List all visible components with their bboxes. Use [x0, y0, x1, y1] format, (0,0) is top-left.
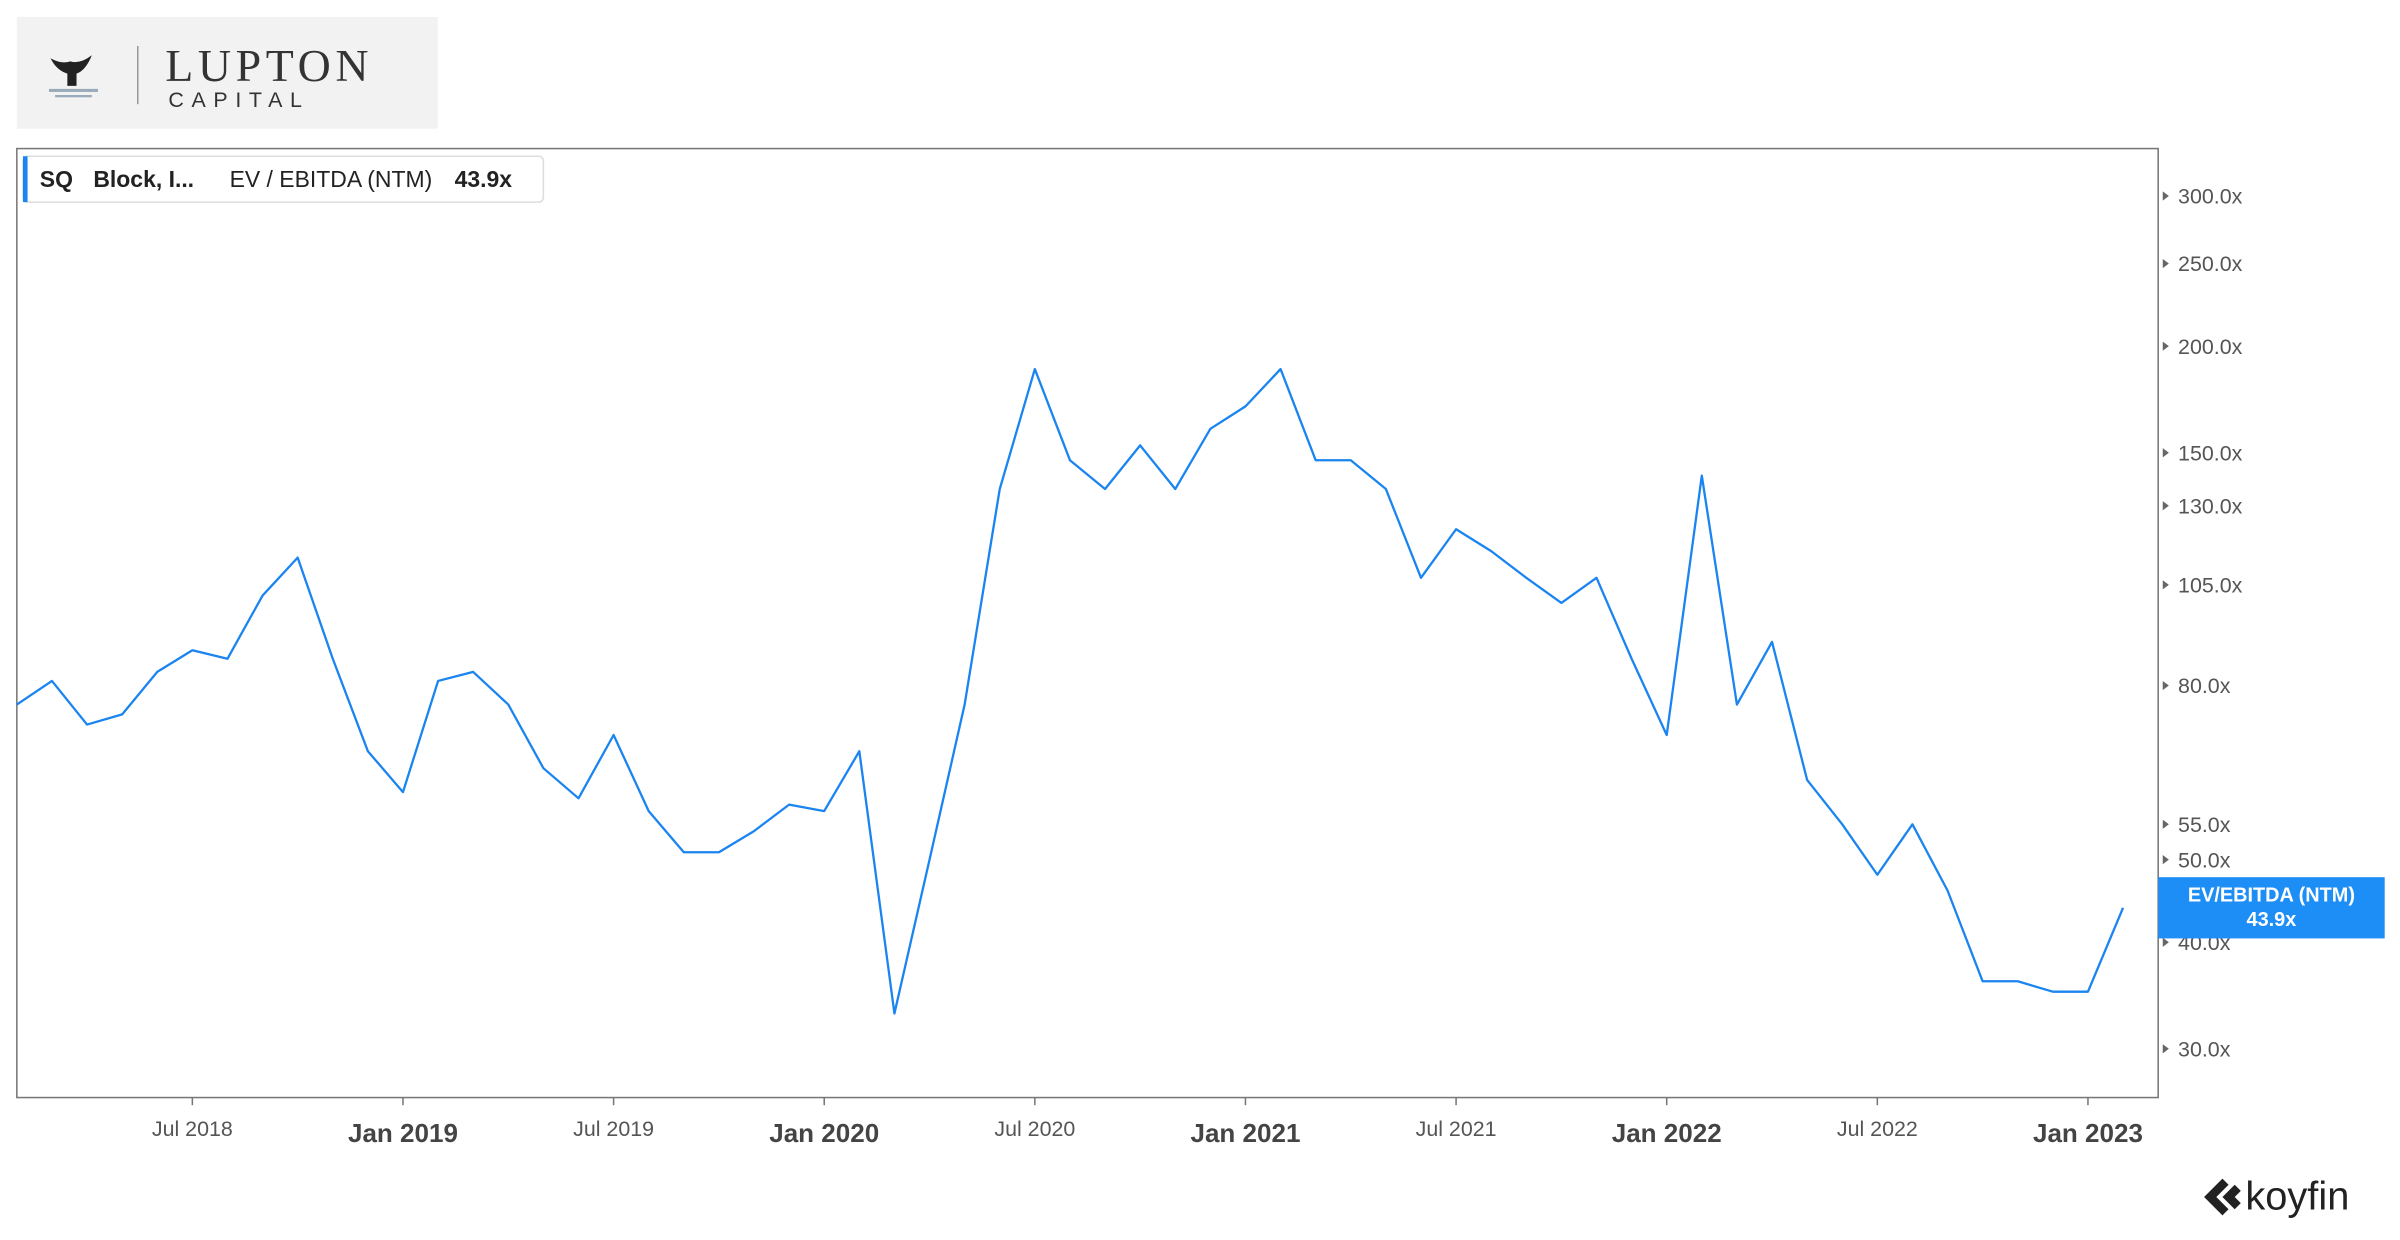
legend-box [22, 155, 545, 203]
x-tick-label: Jul 2021 [1416, 1117, 1497, 1141]
y-tick [2162, 191, 2169, 201]
plot-frame [16, 147, 2159, 1099]
y-tick [2162, 819, 2169, 829]
y-tick [2162, 341, 2169, 351]
x-tick-label: Jan 2019 [348, 1118, 458, 1148]
y-tick [2162, 501, 2169, 511]
y-tick-label: 50.0x [2178, 848, 2231, 872]
x-tick-label: Jul 2019 [573, 1117, 654, 1141]
x-tick-label: Jul 2022 [1837, 1117, 1918, 1141]
legend-value: 43.9x [455, 166, 513, 192]
last-value-tag-value: 43.9x [2247, 909, 2297, 931]
y-tick-label: 250.0x [2178, 252, 2243, 276]
brand: koyfin [2204, 1174, 2349, 1218]
y-tick-label: 200.0x [2178, 335, 2243, 359]
legend-company: Block, I... [93, 166, 194, 192]
brand-icon [2204, 1178, 2241, 1216]
y-tick [2162, 937, 2169, 947]
y-tick-label: 30.0x [2178, 1037, 2231, 1061]
last-value-tag-title: EV/EBITDA (NTM) [2188, 885, 2355, 907]
y-tick-label: 55.0x [2178, 813, 2231, 837]
logo-sub: CAPITAL [168, 88, 309, 112]
y-tick [2162, 1044, 2169, 1054]
y-tick-label: 105.0x [2178, 573, 2243, 597]
logo-box [16, 16, 438, 129]
x-tick-label: Jan 2020 [769, 1118, 879, 1148]
x-tick-label: Jan 2022 [1612, 1118, 1722, 1148]
x-tick-label: Jul 2018 [152, 1117, 233, 1141]
y-tick-label: 80.0x [2178, 674, 2231, 698]
x-tick-label: Jul 2020 [994, 1117, 1075, 1141]
logo-icon [48, 55, 98, 98]
legend-ticker: SQ [40, 166, 73, 192]
y-tick-label: 300.0x [2178, 185, 2243, 209]
y-tick-label: 130.0x [2178, 494, 2243, 518]
last-value-tag [2158, 877, 2385, 939]
legend-swatch [22, 156, 28, 203]
y-tick [2162, 448, 2169, 458]
x-tick-label: Jan 2023 [2033, 1118, 2143, 1148]
logo-name: LUPTON [165, 40, 373, 91]
brand-name: koyfin [2245, 1174, 2349, 1218]
y-tick [2162, 580, 2169, 590]
y-tick [2162, 258, 2169, 269]
y-tick [2162, 855, 2169, 865]
legend-series: EV / EBITDA (NTM) [230, 166, 433, 192]
y-tick [2162, 680, 2169, 691]
series-line [16, 367, 2125, 1015]
x-tick-label: Jan 2021 [1190, 1118, 1300, 1148]
y-tick-label: 150.0x [2178, 441, 2243, 465]
legend: SQ Block, I... EV / EBITDA (NTM) 43.9x [22, 155, 545, 203]
